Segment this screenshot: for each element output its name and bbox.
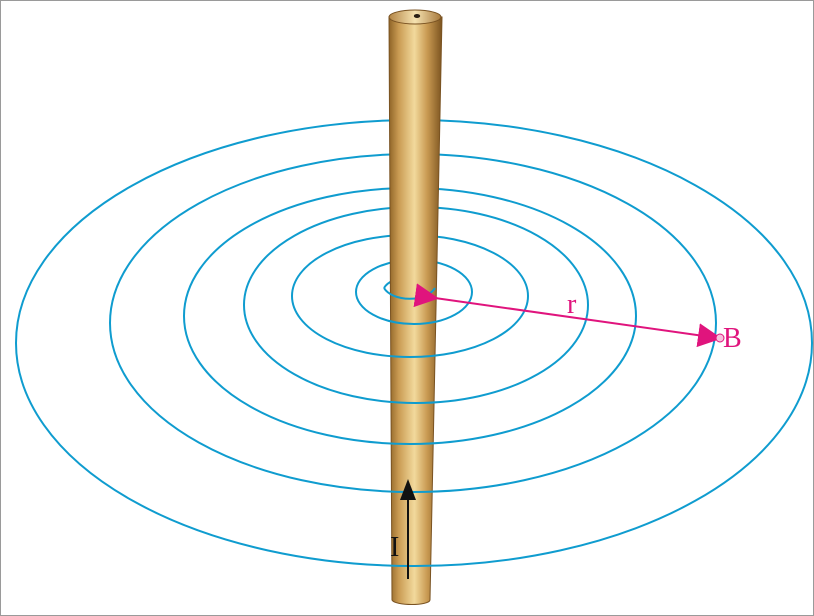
radius-line [435, 298, 718, 338]
radius-label: r [567, 289, 577, 320]
wire [389, 10, 442, 605]
field-point-label: B [723, 323, 742, 354]
wire-top-hole [414, 14, 420, 18]
wire-body [389, 17, 442, 605]
current-label: I [390, 532, 399, 563]
